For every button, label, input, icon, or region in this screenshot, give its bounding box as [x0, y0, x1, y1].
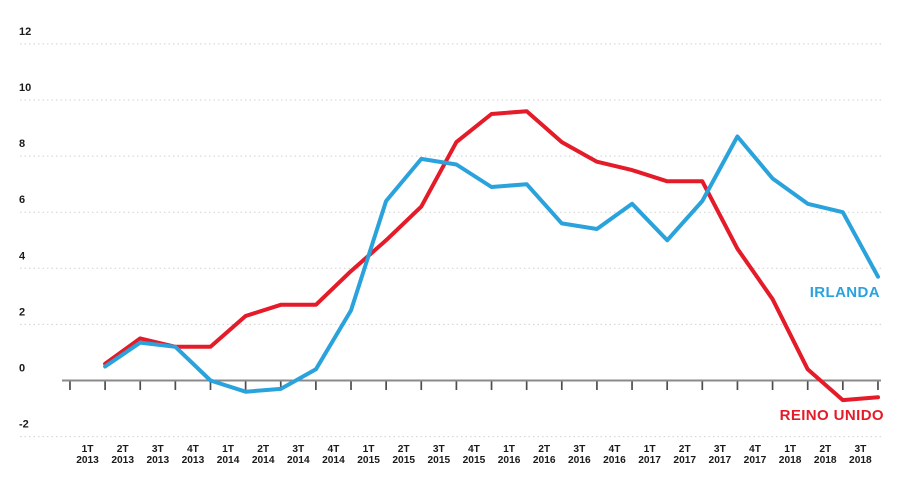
- y-tick-label: 2: [19, 306, 25, 318]
- x-tick-label: 3T 2017: [709, 444, 732, 466]
- x-tick-label: 4T 2015: [463, 444, 486, 466]
- x-tick-label: 1T 2018: [779, 444, 802, 466]
- x-tick-label: 2T 2017: [673, 444, 696, 466]
- y-tick-label: -2: [19, 419, 29, 431]
- x-tick-label: 3T 2018: [849, 444, 872, 466]
- grid-layer: 12 10 8 6 4 2 0 -2: [19, 26, 881, 438]
- x-tick-label: 2T 2013: [111, 444, 134, 466]
- x-tick-label: 3T 2015: [427, 444, 450, 466]
- x-tick-label: 2T 2016: [533, 444, 556, 466]
- series-line-reino-unido: [103, 109, 880, 403]
- series-line-irlanda: [103, 134, 880, 394]
- series-label-reino-unido: REINO UNIDO: [780, 407, 884, 424]
- x-tick-label: 2T 2018: [814, 444, 837, 466]
- x-tick-label: 3T 2016: [568, 444, 591, 466]
- series-label-irlanda: IRLANDA: [810, 284, 880, 301]
- y-tick-label: 12: [19, 26, 31, 38]
- x-tick-label: 2T 2014: [252, 444, 275, 466]
- x-tick-label: 2T 2015: [392, 444, 415, 466]
- y-tick-label: 4: [19, 250, 26, 262]
- x-tick-label: 3T 2013: [146, 444, 169, 466]
- x-tick-label: 1T 2017: [638, 444, 661, 466]
- y-tick-label: 10: [19, 82, 31, 94]
- x-tick-label: 1T 2014: [217, 444, 240, 466]
- y-tick-label: 0: [19, 363, 25, 375]
- x-tick-label: 4T 2013: [182, 444, 205, 466]
- x-axis-layer: 1T 2013 2T 2013 3T 2013 4T 2013 1T 2014 2T 2014 3T 20…: [69, 381, 879, 466]
- x-tick-label: 4T 2014: [322, 444, 345, 466]
- x-tick-label: 1T 2015: [357, 444, 380, 466]
- x-tick-label: 1T 2016: [498, 444, 521, 466]
- series-layer: [103, 109, 880, 403]
- y-tick-label: 8: [19, 138, 25, 150]
- x-tick-label: 4T 2016: [603, 444, 626, 466]
- x-tick-label: 1T 2013: [76, 444, 99, 466]
- x-tick-label: 3T 2014: [287, 444, 310, 466]
- x-tick-label: 4T 2017: [744, 444, 767, 466]
- y-tick-label: 6: [19, 194, 25, 206]
